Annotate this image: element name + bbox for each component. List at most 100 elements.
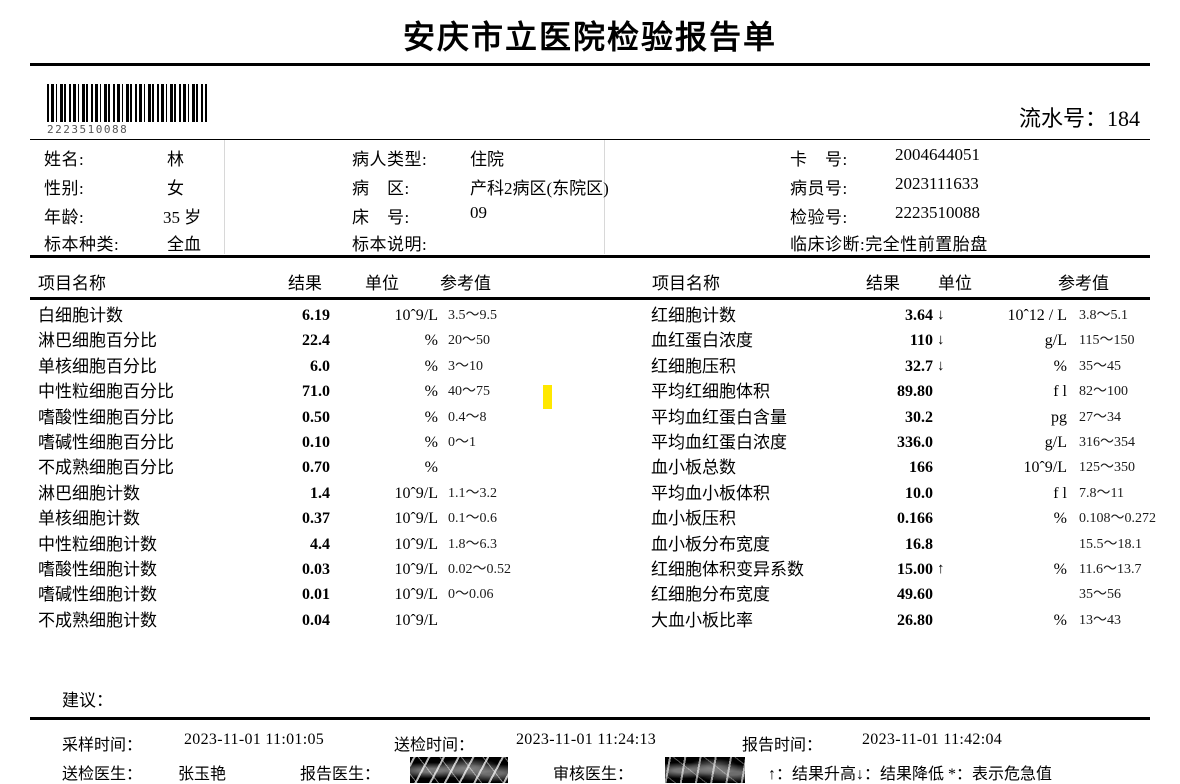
right-item-unit: g/L <box>1044 433 1067 451</box>
value-sample-type: 全血 <box>167 235 201 254</box>
sender-doctor-value: 张玉艳 <box>178 766 227 783</box>
right-item-name: 血小板总数 <box>651 458 736 478</box>
divider-info <box>30 255 1150 258</box>
right-item-flag: ↓ <box>937 332 945 349</box>
results-table-right: 红细胞计数 3.64 ↓ 10ˆ12 / L 3.8～5.1 血红蛋白浓度 110 ↓ g/L 1… <box>645 303 1165 633</box>
left-item-unit: % <box>424 383 438 401</box>
report-time-label: 报告时间： <box>742 737 823 754</box>
right-item-result: 336.0 <box>897 433 933 451</box>
right-item-result: 30.2 <box>905 408 933 426</box>
table-row: 大血小板比率 26.80% 13～43 <box>645 608 1165 633</box>
left-item-name: 中性粒细胞百分比 <box>38 382 174 402</box>
left-item-name: 不成熟细胞百分比 <box>38 458 174 478</box>
right-item-reference: 13～43 <box>1079 612 1121 628</box>
left-item-result: 71.0 <box>302 383 330 401</box>
table-row: 血小板压积 0.166% 0.108～0.272 <box>645 506 1165 531</box>
label-card-no: 卡 号: <box>790 150 848 169</box>
right-item-unit: % <box>1053 357 1067 375</box>
label-age: 年龄: <box>44 208 85 227</box>
right-item-flag: ↑ <box>937 560 945 577</box>
suggestion-label: 建议： <box>62 691 113 710</box>
right-item-unit: f l <box>1053 383 1067 401</box>
left-item-name: 中性粒细胞计数 <box>38 534 157 554</box>
table-row: 嗜酸性细胞计数 0.03 10ˆ9/L 0.02～0.52 <box>30 557 610 582</box>
right-item-name: 大血小板比率 <box>651 610 753 630</box>
label-sample-type: 标本种类: <box>44 235 120 254</box>
divider-footer <box>30 717 1150 720</box>
left-item-name: 嗜酸性细胞百分比 <box>38 407 174 427</box>
left-item-result: 4.4 <box>310 535 330 553</box>
value-bed: 09 <box>470 203 487 222</box>
left-item-result: 0.37 <box>302 510 330 528</box>
label-sample-note: 标本说明: <box>352 235 428 254</box>
left-item-name: 不成熟细胞计数 <box>38 610 157 630</box>
right-item-reference: 3.8～5.1 <box>1079 308 1128 323</box>
right-item-reference: 27～34 <box>1079 409 1121 425</box>
left-item-unit: % <box>424 433 438 451</box>
left-item-reference: 0.1～0.6 <box>448 511 497 527</box>
left-item-unit: % <box>424 408 438 426</box>
right-item-name: 红细胞计数 <box>651 306 736 325</box>
clinical-diagnosis: 临床诊断:完全性前置胎盘 <box>790 235 988 254</box>
delivery-time-label: 送检时间： <box>394 737 475 754</box>
table-row: 嗜碱性细胞百分比 0.10% 0～1 <box>30 430 610 455</box>
table-row: 平均血红蛋白含量 30.2 pg 27～34 <box>645 405 1165 430</box>
table-row: 平均血红蛋白浓度 336.0 g/L 316～354 <box>645 430 1165 455</box>
right-item-name: 血小板分布宽度 <box>651 534 770 554</box>
right-item-unit: g/L <box>1044 332 1067 350</box>
text-cursor-marker <box>543 385 552 409</box>
table-row: 淋巴细胞百分比 22.4% 20～50 <box>30 328 610 353</box>
serial-label: 流水号： <box>1018 106 1107 131</box>
table-row: 平均红细胞体积 89.80 f l 82～100 <box>645 379 1165 404</box>
col-header-name-right: 项目名称 <box>652 274 720 293</box>
label-gender: 性别: <box>44 179 85 198</box>
left-item-name: 单核细胞计数 <box>38 509 140 529</box>
value-test-no: 2223510088 <box>895 203 980 222</box>
table-row: 嗜酸性细胞百分比 0.50% 0.4～8 <box>30 405 610 430</box>
left-item-reference: 0.02～0.52 <box>448 561 511 577</box>
value-gender: 女 <box>167 179 184 198</box>
auditor-signature-image <box>665 757 745 783</box>
right-item-reference: 316～354 <box>1079 434 1135 450</box>
page-title: 安庆市立医院检验报告单 <box>402 18 777 56</box>
left-item-reference: 20～50 <box>448 333 490 349</box>
value-name: 林 <box>167 150 184 169</box>
left-item-result: 0.10 <box>302 433 330 451</box>
left-item-unit: 10ˆ9/L <box>394 307 438 324</box>
left-item-reference: 1.8～6.3 <box>448 536 497 552</box>
left-item-result: 1.4 <box>310 484 330 502</box>
table-row: 红细胞体积变异系数 15.00 ↑% 11.6～13.7 <box>645 557 1165 582</box>
value-patient-type: 住院 <box>470 150 504 169</box>
barcode-number: 2223510088 <box>47 123 129 136</box>
left-item-reference: 0～0.06 <box>448 587 494 603</box>
col-header-unit-right: 单位 <box>938 274 972 293</box>
left-item-unit: 10ˆ9/L <box>394 510 438 528</box>
reporter-doctor-label: 报告医生： <box>300 766 381 783</box>
left-item-result: 6.19 <box>302 307 330 324</box>
table-row: 不成熟细胞计数 0.04 10ˆ9/L <box>30 608 610 633</box>
value-age: 35 岁 <box>163 208 202 227</box>
table-row: 嗜碱性细胞计数 0.01 10ˆ9/L 0～0.06 <box>30 582 610 607</box>
right-item-flag: ↓ <box>937 307 945 323</box>
right-item-name: 平均血红蛋白浓度 <box>651 432 787 452</box>
right-item-unit: % <box>1053 560 1067 578</box>
right-item-reference: 0.108～0.272 <box>1079 511 1156 527</box>
right-item-result: 3.64 <box>905 307 933 324</box>
right-item-name: 红细胞压积 <box>651 356 736 376</box>
left-item-name: 淋巴细胞计数 <box>38 483 140 503</box>
left-item-reference: 0.4～8 <box>448 409 487 425</box>
col-header-result-right: 结果 <box>866 274 900 293</box>
left-item-unit: 10ˆ9/L <box>394 611 438 629</box>
info-separator-left <box>224 140 225 254</box>
right-item-result: 15.00 <box>897 560 933 578</box>
table-row: 血小板总数 166 10ˆ9/L 125～350 <box>645 455 1165 480</box>
left-item-unit: % <box>424 357 438 375</box>
left-item-reference: 0～1 <box>448 434 476 450</box>
serial-number: 流水号：184 <box>1019 101 1140 133</box>
table-row: 红细胞计数 3.64 ↓ 10ˆ12 / L 3.8～5.1 <box>645 303 1165 328</box>
left-item-name: 嗜碱性细胞百分比 <box>38 432 174 452</box>
col-header-ref-right: 参考值 <box>1058 274 1109 293</box>
divider-barcode <box>30 139 1150 140</box>
info-separator-right <box>604 140 605 254</box>
divider-column-header <box>30 297 1150 300</box>
